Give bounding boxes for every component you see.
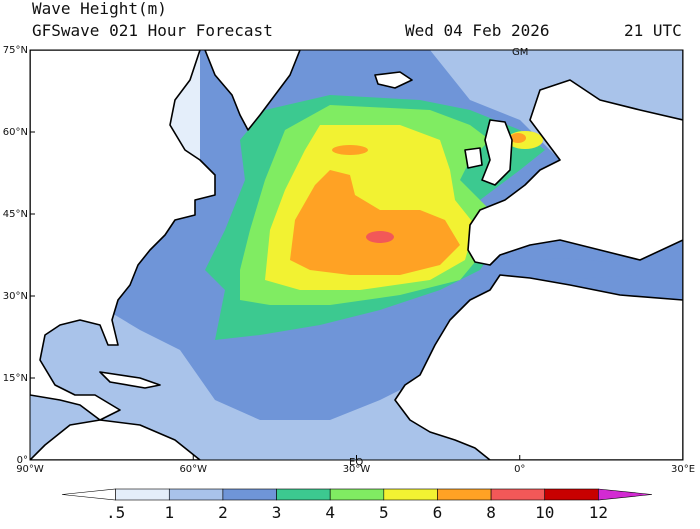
lon-label: 90°W — [16, 464, 44, 475]
land — [394, 50, 683, 460]
land — [374, 71, 413, 89]
lon-label: 30°E — [671, 464, 695, 475]
marker-label: EQ — [349, 457, 363, 468]
colorbar-label: 12 — [589, 503, 608, 522]
colorbar-label: 8 — [486, 503, 496, 522]
lat-label: 0° — [17, 455, 28, 466]
waves-6-8 — [290, 170, 460, 275]
land — [99, 371, 161, 389]
colorbar-end — [598, 488, 653, 501]
land — [481, 119, 513, 186]
lat-label: 15°N — [3, 373, 28, 384]
land — [30, 419, 201, 460]
colorbar-label: 10 — [535, 503, 554, 522]
waves-6-8 — [332, 145, 368, 155]
land — [204, 50, 301, 131]
date: Wed 04 Feb 2026 — [405, 21, 550, 40]
lat-label: 60°N — [3, 127, 28, 138]
colorbar-label: 2 — [218, 503, 228, 522]
colorbar-label: 4 — [325, 503, 335, 522]
lat-axis: 75°N 60°N 45°N 30°N 15°N 0° — [3, 45, 35, 466]
colorbar-label: 5 — [379, 503, 389, 522]
colorbar-label: .5 — [106, 503, 125, 522]
land — [30, 50, 216, 421]
colorbar-segment — [544, 488, 599, 501]
map: 75°N 60°N 45°N 30°N 15°N 0° 90°W 60°W 30°W 0° 30°… — [3, 45, 695, 475]
colorbar-label: 3 — [272, 503, 282, 522]
waves-6-8 — [510, 133, 526, 143]
colorbar-segment — [115, 488, 170, 501]
colorbar-end — [61, 488, 116, 501]
colorbar-segment — [222, 488, 277, 501]
land — [467, 79, 683, 266]
lon-label: 0° — [514, 464, 525, 475]
lon-label: 60°W — [179, 464, 207, 475]
colorbar: .5 1 2 3 4 5 6 8 10 12 — [61, 488, 653, 522]
colorbar-label: 6 — [433, 503, 443, 522]
subtitle: GFSwave 021 Hour Forecast — [32, 21, 273, 40]
marker-label: GM — [512, 47, 528, 58]
title: Wave Height(m) — [32, 0, 167, 18]
colorbar-segment — [383, 488, 438, 501]
colorbar-segment — [276, 488, 331, 501]
lon-axis: 90°W 60°W 30°W 0° 30°E — [16, 455, 695, 475]
land — [464, 147, 483, 169]
waves-8-10 — [366, 231, 394, 243]
colorbar-segment — [329, 488, 385, 501]
colorbar-label: 1 — [164, 503, 174, 522]
lon-label: 30°W — [343, 464, 371, 475]
colorbar-segment — [437, 488, 492, 501]
time: 21 UTC — [624, 21, 682, 40]
colorbar-segment — [168, 488, 224, 501]
lat-label: 30°N — [3, 291, 28, 302]
lat-label: 45°N — [3, 209, 28, 220]
med-waves — [500, 250, 640, 280]
lat-label: 75°N — [3, 45, 28, 56]
colorbar-segment — [490, 488, 546, 501]
